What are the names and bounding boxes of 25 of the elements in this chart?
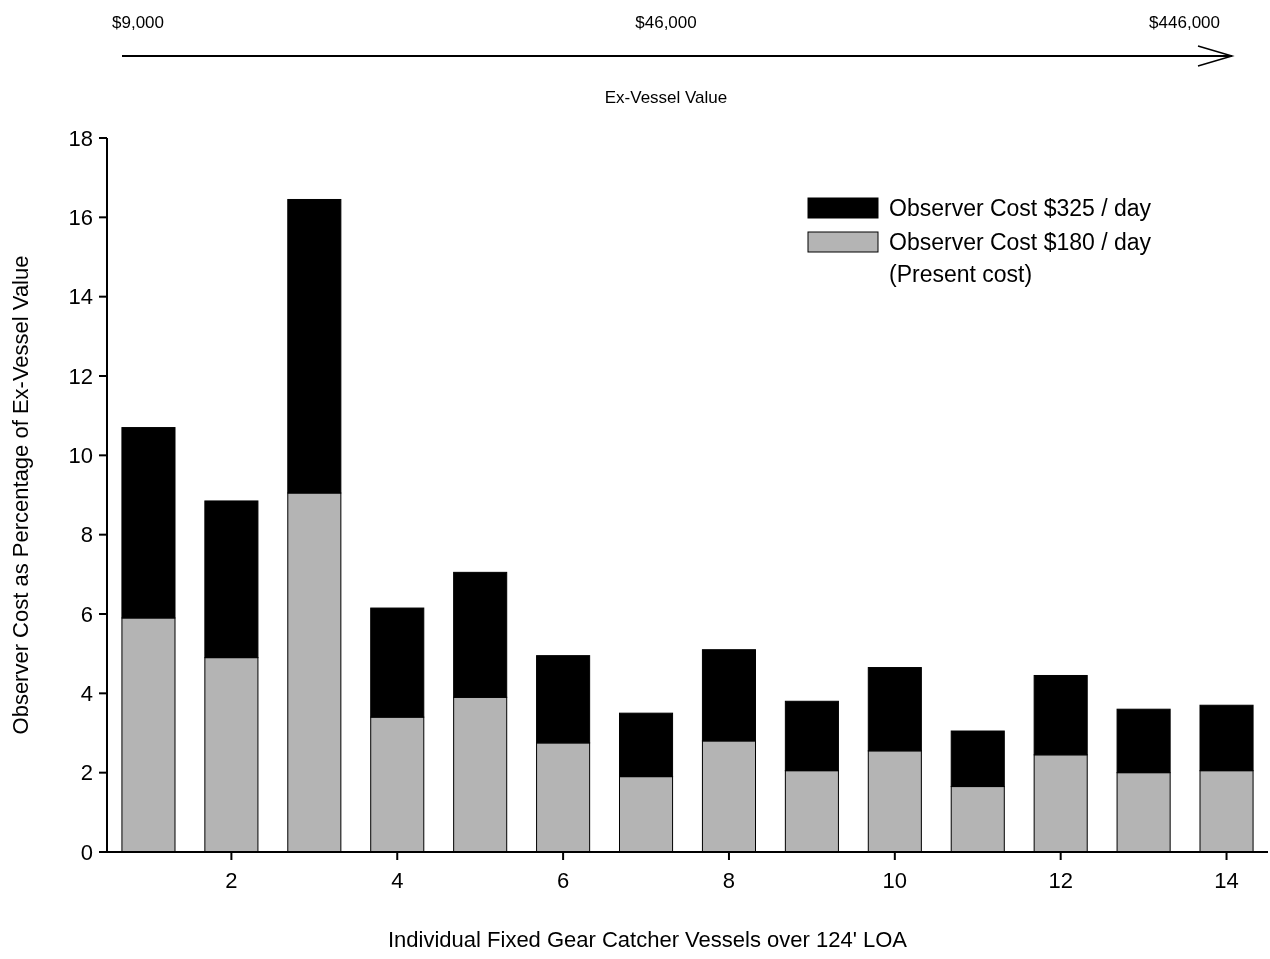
text: $446,000 bbox=[1149, 13, 1220, 32]
text: $46,000 bbox=[635, 13, 697, 32]
legend-label: Observer Cost $325 / day bbox=[889, 195, 1152, 222]
y-tick-label: 4 bbox=[80, 681, 93, 707]
x-tick-label: 12 bbox=[1048, 868, 1073, 893]
y-tick-label: 0 bbox=[80, 839, 93, 865]
x-tick-label: 2 bbox=[225, 868, 238, 893]
y-tick-label: 8 bbox=[80, 522, 93, 548]
x-tick-label: 4 bbox=[391, 868, 404, 893]
text: Ex-Vessel Value bbox=[604, 88, 728, 107]
y-tick-label: 18 bbox=[68, 125, 93, 151]
legend-label: Observer Cost $180 / day (Present cost) bbox=[889, 229, 1152, 288]
y-tick-label: 6 bbox=[80, 601, 93, 627]
x-tick-label: 6 bbox=[556, 868, 570, 893]
x-tick-label: 8 bbox=[722, 868, 736, 893]
x-axis-title: Individual Fixed Gear Catcher Vessels over 124' LOA bbox=[387, 927, 908, 952]
x-tick-label: 10 bbox=[882, 868, 908, 893]
y-tick-label: 12 bbox=[68, 363, 93, 389]
y-tick-label: 14 bbox=[68, 284, 93, 310]
y-tick-label: 10 bbox=[68, 443, 93, 469]
y-tick-label: 2 bbox=[80, 760, 93, 786]
y-tick-label: 16 bbox=[68, 205, 93, 231]
y-axis-title: Observer Cost as Percentage of Ex-Vessel Value bbox=[8, 255, 33, 735]
text: $9,000 bbox=[112, 13, 164, 32]
x-tick-label: 14 bbox=[1214, 868, 1239, 893]
